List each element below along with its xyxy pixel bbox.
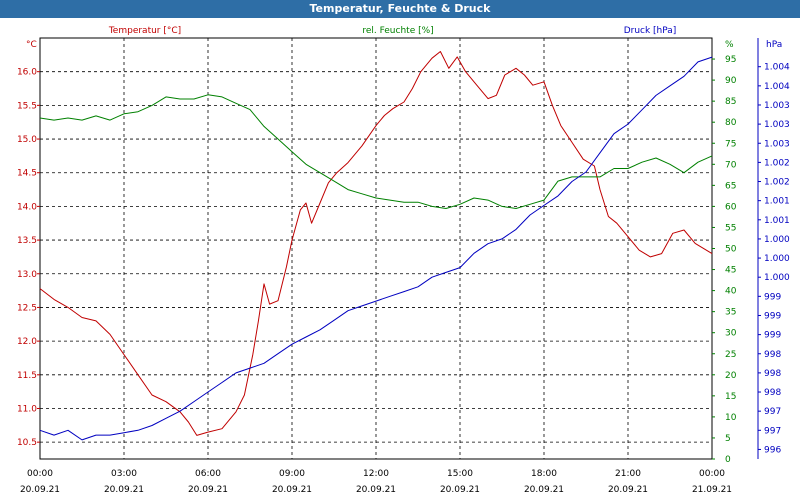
humidity-tick-label: 40 bbox=[725, 287, 737, 297]
pressure-axis-title: Druck [hPa] bbox=[624, 26, 677, 36]
humidity-tick-label: 20 bbox=[725, 371, 737, 381]
x-tick-label-date: 20.09.21 bbox=[440, 485, 480, 495]
humidity-tick-label: 75 bbox=[725, 139, 736, 149]
pressure-tick-label: 997 bbox=[764, 407, 781, 417]
temperature-tick-label: 11.5 bbox=[17, 371, 37, 381]
x-tick-label-time: 12:00 bbox=[363, 469, 389, 479]
x-tick-label-time: 15:00 bbox=[447, 469, 473, 479]
x-tick-label-date: 20.09.21 bbox=[20, 485, 60, 495]
pressure-tick-label: 1.001 bbox=[764, 216, 790, 226]
pressure-tick-label: 997 bbox=[764, 426, 781, 436]
x-tick-label-date: 20.09.21 bbox=[104, 485, 144, 495]
x-tick-label-date: 20.09.21 bbox=[608, 485, 648, 495]
humidity-tick-label: 30 bbox=[725, 329, 737, 339]
humidity-axis-title: rel. Feuchte [%] bbox=[362, 26, 433, 36]
x-tick-label-date: 20.09.21 bbox=[356, 485, 396, 495]
humidity-tick-label: 60 bbox=[725, 202, 737, 212]
x-tick-label-time: 21:00 bbox=[615, 469, 641, 479]
temperature-tick-label: 11.0 bbox=[17, 404, 37, 414]
temperature-tick-label: 12.0 bbox=[17, 337, 37, 347]
pressure-tick-label: 1.001 bbox=[764, 197, 790, 207]
pressure-tick-label: 1.002 bbox=[764, 178, 790, 188]
x-tick-label-date: 20.09.21 bbox=[272, 485, 312, 495]
temperature-tick-label: 14.0 bbox=[17, 202, 37, 212]
humidity-tick-label: 35 bbox=[725, 308, 736, 318]
pressure-tick-label: 1.000 bbox=[764, 254, 790, 264]
x-tick-label-time: 09:00 bbox=[279, 469, 305, 479]
temperature-tick-label: 10.5 bbox=[17, 438, 37, 448]
humidity-tick-label: 5 bbox=[725, 434, 731, 444]
humidity-tick-label: 55 bbox=[725, 223, 736, 233]
x-tick-label-date: 20.09.21 bbox=[188, 485, 228, 495]
series-group bbox=[39, 51, 713, 441]
humidity-tick-label: 70 bbox=[725, 160, 737, 170]
pressure-tick-label: 1.003 bbox=[764, 101, 790, 111]
temperature-axis-title: Temperatur [°C] bbox=[108, 26, 181, 36]
humidity-tick-label: 95 bbox=[725, 55, 736, 65]
x-tick-label-date: 21.09.21 bbox=[692, 485, 732, 495]
pressure-tick-label: 1.000 bbox=[764, 273, 790, 283]
humidity-unit: % bbox=[725, 40, 734, 50]
temperature-tick-label: 16.0 bbox=[17, 68, 37, 78]
pressure-tick-label: 998 bbox=[764, 388, 781, 398]
x-tick-label-time: 18:00 bbox=[531, 469, 557, 479]
x-tick-label-time: 00:00 bbox=[27, 469, 53, 479]
pressure-tick-label: 998 bbox=[764, 369, 781, 379]
pressure-tick-label: 998 bbox=[764, 350, 781, 360]
temperature-tick-label: 13.5 bbox=[17, 236, 37, 246]
temperature-tick-label: 15.5 bbox=[17, 101, 37, 111]
temperature-tick-label: 15.0 bbox=[17, 135, 37, 145]
humidity-tick-label: 65 bbox=[725, 181, 736, 191]
axis-labels: 00:00 20.09.21 03:00 20.09.21 06:00 20.09.21 0… bbox=[17, 26, 790, 495]
humidity-tick-label: 10 bbox=[725, 413, 737, 423]
x-tick-label-time: 06:00 bbox=[195, 469, 221, 479]
humidity-tick-label: 0 bbox=[725, 455, 731, 465]
pressure-tick-label: 1.003 bbox=[764, 120, 790, 130]
temperature-series-line bbox=[39, 51, 713, 436]
pressure-series-line bbox=[39, 56, 713, 441]
temperature-tick-label: 14.5 bbox=[17, 169, 37, 179]
pressure-tick-label: 999 bbox=[764, 311, 781, 321]
humidity-tick-label: 80 bbox=[725, 118, 737, 128]
pressure-tick-label: 999 bbox=[764, 331, 781, 341]
pressure-tick-label: 1.002 bbox=[764, 158, 790, 168]
humidity-tick-label: 85 bbox=[725, 97, 736, 107]
pressure-unit: hPa bbox=[766, 40, 782, 50]
grid bbox=[40, 38, 712, 459]
x-tick-label-date: 20.09.21 bbox=[524, 485, 564, 495]
humidity-tick-label: 90 bbox=[725, 76, 737, 86]
humidity-tick-label: 25 bbox=[725, 350, 736, 360]
x-tick-label-time: 03:00 bbox=[111, 469, 137, 479]
temperature-tick-label: 12.5 bbox=[17, 303, 37, 313]
humidity-tick-label: 45 bbox=[725, 266, 736, 276]
pressure-tick-label: 996 bbox=[764, 445, 781, 455]
temperature-unit: °C bbox=[26, 40, 37, 50]
pressure-tick-label: 1.004 bbox=[764, 63, 790, 73]
pressure-tick-label: 1.000 bbox=[764, 235, 790, 245]
temperature-tick-label: 13.0 bbox=[17, 270, 37, 280]
pressure-tick-label: 1.003 bbox=[764, 139, 790, 149]
pressure-tick-label: 1.004 bbox=[764, 82, 790, 92]
humidity-tick-label: 50 bbox=[725, 245, 737, 255]
chart-title: Temperatur, Feuchte & Druck bbox=[0, 0, 800, 18]
x-tick-label-time: 00:00 bbox=[699, 469, 725, 479]
humidity-series-line bbox=[39, 94, 713, 209]
pressure-tick-label: 999 bbox=[764, 292, 781, 302]
humidity-tick-label: 15 bbox=[725, 392, 736, 402]
